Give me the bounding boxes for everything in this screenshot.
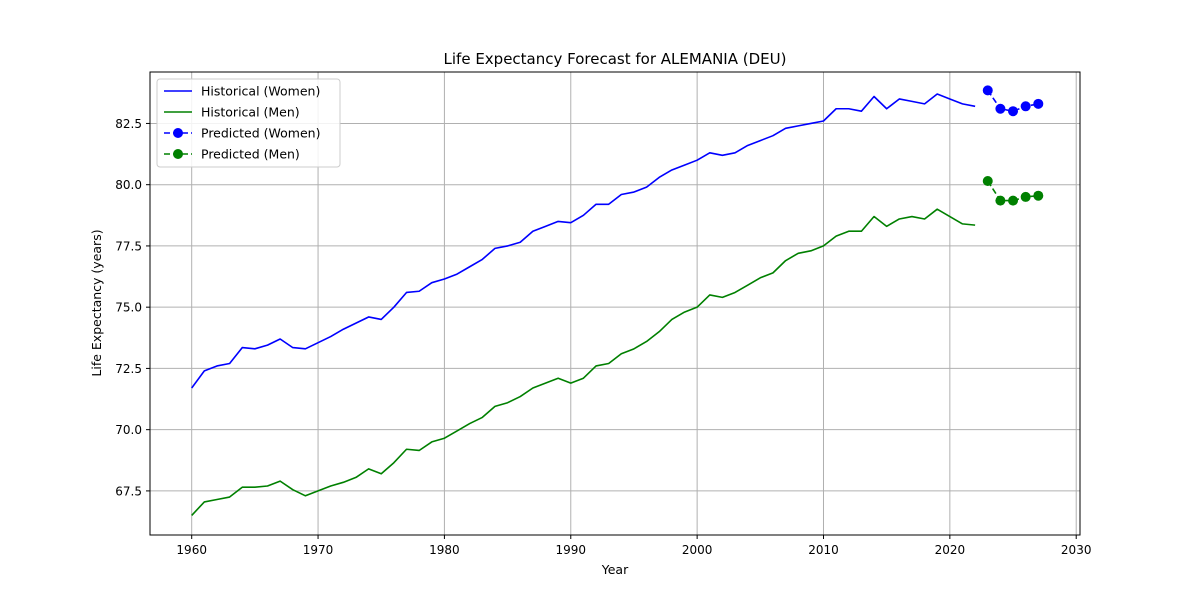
legend-item: Predicted (Women) [164, 126, 320, 141]
chart-title: Life Expectancy Forecast for ALEMANIA (D… [444, 50, 787, 68]
x-tick-label: 2020 [935, 543, 966, 557]
x-tick-label: 1980 [429, 543, 460, 557]
y-tick-label: 77.5 [115, 239, 142, 253]
series-historical-women [191, 93, 976, 389]
legend-item: Predicted (Men) [164, 147, 300, 162]
series-layer [191, 85, 1044, 516]
y-tick-label: 80.0 [115, 178, 142, 192]
legend-label: Predicted (Men) [201, 147, 300, 162]
legend-label: Historical (Men) [201, 105, 300, 120]
data-point [995, 103, 1006, 114]
legend-marker [173, 149, 183, 159]
series-line [191, 93, 976, 389]
data-point [1020, 191, 1031, 202]
plot-frame [149, 71, 1081, 536]
x-tick-label: 1990 [556, 543, 587, 557]
series-predicted-women [982, 85, 1044, 117]
series-line [987, 89, 1039, 112]
y-axis-label: Life Expectancy (years) [89, 229, 104, 376]
grid [150, 72, 1080, 535]
y-tick-label: 67.5 [115, 484, 142, 498]
x-tick-label: 1970 [303, 543, 334, 557]
data-point [995, 195, 1006, 206]
y-tick-label: 70.0 [115, 423, 142, 437]
data-point [982, 176, 993, 187]
x-tick-label: 2010 [808, 543, 839, 557]
data-point [982, 85, 993, 96]
data-point [1033, 98, 1044, 109]
x-tick-label: 2000 [682, 543, 713, 557]
legend-item: Historical (Men) [164, 105, 300, 120]
data-point [1008, 106, 1019, 117]
data-point [1020, 101, 1031, 112]
y-tick-label: 75.0 [115, 301, 142, 315]
data-point [1033, 190, 1044, 201]
y-tick-label: 72.5 [115, 362, 142, 376]
legend: Historical (Women) Historical (Men) Predic… [156, 78, 341, 168]
legend-label: Historical (Women) [201, 84, 320, 99]
legend-label: Predicted (Women) [201, 126, 320, 141]
series-predicted-men [982, 176, 1044, 206]
legend-item: Historical (Women) [164, 84, 320, 99]
series-historical-men [191, 208, 976, 516]
data-point [1008, 195, 1019, 206]
x-tick-label: 2030 [1061, 543, 1092, 557]
legend-box [156, 78, 341, 168]
series-line [191, 208, 976, 516]
legend-marker [173, 128, 183, 138]
y-tick-label: 82.5 [115, 117, 142, 131]
x-axis-label: Year [601, 562, 629, 577]
y-axis: 67.5 70.0 72.5 75.0 77.5 80.0 82.5 [115, 117, 150, 498]
x-tick-label: 1960 [176, 543, 207, 557]
x-axis: 1960 1970 1980 1990 2000 2010 2020 2030 [176, 535, 1091, 557]
